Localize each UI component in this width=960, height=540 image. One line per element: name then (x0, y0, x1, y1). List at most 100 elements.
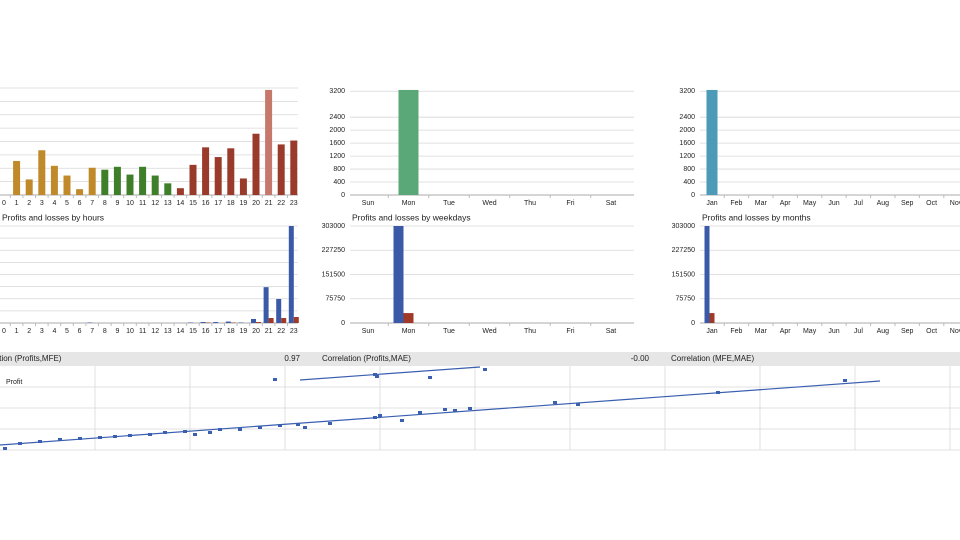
scatter-point (163, 431, 167, 434)
bar (288, 226, 294, 323)
bar (88, 167, 96, 195)
bar (268, 318, 274, 323)
x-tick-label: Oct (926, 200, 937, 207)
x-tick-label: 19 (240, 200, 248, 207)
bar (151, 175, 159, 195)
x-tick-label: Jan (706, 200, 717, 207)
x-tick-label: Sun (362, 328, 375, 335)
bar (25, 179, 33, 195)
scatter-point (113, 435, 117, 438)
x-tick-label: Tue (443, 328, 455, 335)
x-tick-label: Nov (950, 328, 960, 335)
x-tick-label: Mon (402, 328, 416, 335)
x-tick-label: 18 (227, 328, 235, 335)
x-tick-label: 20 (252, 328, 260, 335)
x-tick-label: 15 (189, 200, 197, 207)
x-tick-label: 12 (151, 328, 159, 335)
x-tick-label: Feb (730, 328, 742, 335)
scatter-point (273, 378, 277, 381)
x-tick-label: Jun (828, 200, 839, 207)
bar (76, 189, 84, 195)
x-tick-label: Aug (877, 200, 890, 207)
bar (227, 148, 235, 195)
bar (256, 322, 261, 323)
x-tick-label: 10 (126, 328, 134, 335)
x-tick-label: Thu (524, 328, 536, 335)
bar (265, 89, 273, 195)
scatter-point (193, 433, 197, 436)
x-tick-label: 13 (164, 200, 172, 207)
scatter-point (218, 428, 222, 431)
x-tick-label: Sat (606, 328, 617, 335)
y-tick-label: 0 (691, 192, 695, 199)
x-tick-label: Mon (402, 200, 416, 207)
x-tick-label: 11 (139, 328, 146, 335)
x-tick-label: Jun (828, 328, 839, 335)
y-tick-label: 800 (683, 166, 695, 173)
x-tick-label: May (803, 200, 817, 207)
scatter-point (278, 424, 282, 427)
bar (276, 298, 282, 323)
bar (293, 317, 299, 323)
bar (706, 89, 718, 195)
y-tick-label: 2400 (329, 114, 345, 121)
scatter-point (716, 391, 720, 394)
correlation-value: -0.00 (631, 354, 650, 363)
y-tick-label: 1200 (679, 153, 695, 160)
y-tick-label: 75750 (326, 296, 346, 303)
bar (50, 165, 58, 195)
x-tick-label: 6 (78, 328, 82, 335)
x-tick-label: Fri (566, 200, 575, 207)
x-tick-label: 17 (214, 200, 222, 207)
scatter-point (258, 426, 262, 429)
chart-title: Profits and losses by months (702, 212, 811, 222)
y-tick-label: 151500 (322, 271, 345, 278)
x-tick-label: 21 (265, 200, 273, 207)
x-tick-label: 16 (202, 328, 210, 335)
x-tick-label: Apr (780, 328, 792, 335)
x-tick-label: Sep (901, 328, 914, 335)
y-tick-label: 1600 (679, 140, 695, 147)
x-tick-label: Fri (566, 328, 575, 335)
scatter-point (378, 414, 382, 417)
bar (189, 164, 197, 195)
x-tick-label: 23 (290, 200, 298, 207)
y-tick-label: 1600 (329, 140, 345, 147)
x-tick-label: 18 (227, 200, 235, 207)
y-tick-label: 0 (341, 192, 345, 199)
x-tick-label: Sat (606, 200, 617, 207)
x-tick-label: 3 (40, 200, 44, 207)
x-tick-label: 7 (90, 200, 94, 207)
x-tick-label: Jul (854, 328, 863, 335)
y-tick-label: 2000 (329, 127, 345, 134)
x-tick-label: May (803, 328, 817, 335)
scatter-point (208, 431, 212, 434)
y-axis-label: Profit (6, 379, 22, 386)
x-tick-label: 8 (103, 200, 107, 207)
scatter-point (553, 401, 557, 404)
x-tick-label: 0 (2, 328, 6, 335)
x-tick-label: 9 (115, 328, 119, 335)
bar (251, 318, 256, 323)
scatter-point (443, 408, 447, 411)
bar (281, 318, 287, 323)
y-tick-label: 3200 (329, 88, 345, 95)
scatter-point (58, 438, 62, 441)
x-tick-label: 6 (78, 200, 82, 207)
bar (126, 174, 134, 195)
scatter-point (843, 379, 847, 382)
x-tick-label: 16 (202, 200, 210, 207)
bar (176, 188, 184, 195)
scatter-point (418, 411, 422, 414)
scatter-point (128, 434, 132, 437)
trend-line (299, 366, 481, 381)
x-tick-label: 8 (103, 328, 107, 335)
x-tick-label: Nov (950, 200, 960, 207)
x-tick-label: 23 (290, 328, 298, 335)
x-tick-label: 15 (189, 328, 197, 335)
x-tick-label: Mar (755, 200, 768, 207)
scatter-point (98, 436, 102, 439)
bar (113, 166, 121, 195)
y-tick-label: 400 (333, 179, 345, 186)
scatter-point (148, 433, 152, 436)
